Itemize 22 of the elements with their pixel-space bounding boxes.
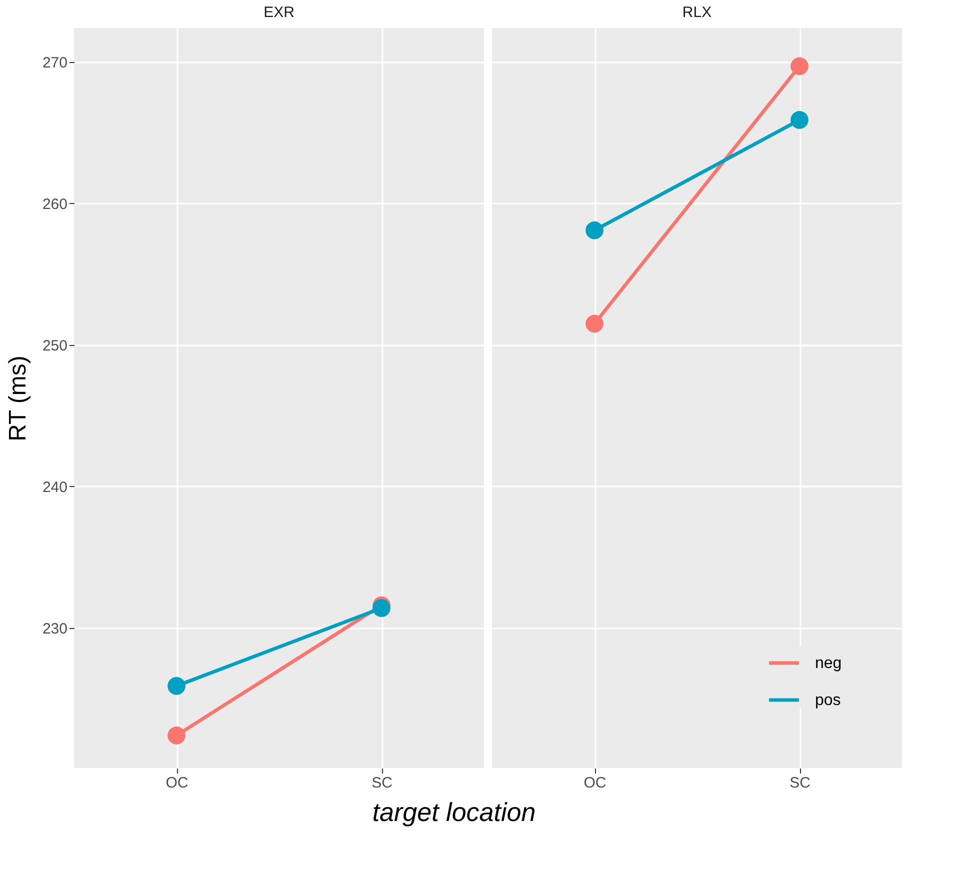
point	[586, 221, 604, 240]
y-tick-label: 240	[42, 478, 68, 496]
point	[790, 57, 808, 76]
y-tick-label: 250	[42, 337, 68, 354]
x-axis-title: target location	[372, 797, 536, 827]
y-axis-title: RT (ms)	[4, 356, 32, 442]
x-tick-label: OC	[584, 774, 606, 792]
chart-title: EXR	[264, 4, 295, 21]
point	[372, 599, 390, 618]
x-tick-label: OC	[166, 774, 188, 792]
point	[790, 111, 808, 129]
point	[168, 726, 186, 744]
y-tick-label: 230	[42, 620, 68, 638]
y-tick-label: 270	[42, 54, 68, 72]
point	[168, 677, 186, 695]
x-tick-label: SC	[790, 774, 811, 792]
point	[586, 314, 604, 333]
y-tick-label: 260	[42, 196, 68, 213]
legend-label: neg	[815, 655, 842, 672]
x-tick-label: SC	[372, 774, 393, 792]
chart-title: RLX	[682, 4, 712, 21]
legend-label: pos	[815, 692, 841, 709]
